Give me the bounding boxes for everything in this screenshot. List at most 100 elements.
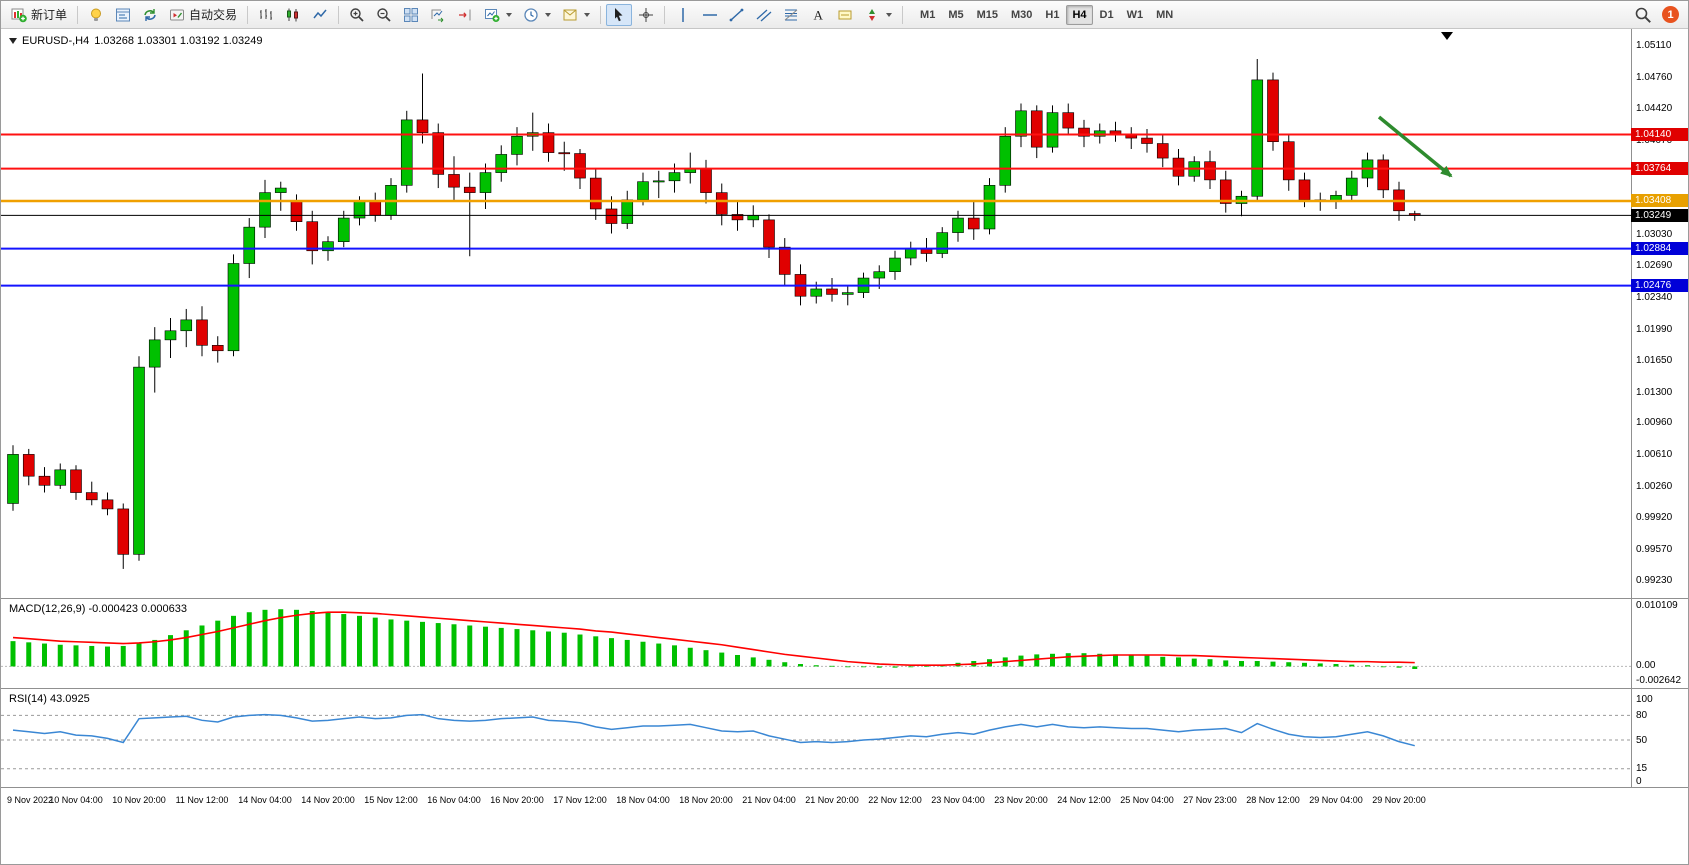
cursor-button[interactable] xyxy=(606,3,633,26)
auto-trading-button[interactable]: 自动交易 xyxy=(164,4,242,26)
separator xyxy=(600,5,602,24)
rsi-chart-canvas[interactable] xyxy=(1,689,1631,787)
time-axis-label: 23 Nov 20:00 xyxy=(994,795,1048,805)
zoom-out-icon xyxy=(377,7,391,22)
notification-badge[interactable]: 1 xyxy=(1662,6,1679,23)
price-tag: 1.03764 xyxy=(1631,162,1688,176)
rsi-axis-label: 80 xyxy=(1636,709,1648,721)
zoom-in-button[interactable] xyxy=(344,4,370,26)
svg-text:A: A xyxy=(814,7,824,22)
time-axis-label: 16 Nov 20:00 xyxy=(490,795,544,805)
macd-indicator-panel[interactable]: MACD(12,26,9) -0.000423 0.000633 0.01010… xyxy=(1,598,1688,688)
metaeditor-button[interactable] xyxy=(83,4,109,26)
metaeditor-icon xyxy=(91,8,102,21)
channel-button[interactable] xyxy=(751,4,777,26)
separator xyxy=(902,5,904,24)
auto-scroll-button[interactable] xyxy=(425,4,451,26)
market-watch-icon xyxy=(116,8,131,21)
navigator-icon xyxy=(144,8,156,21)
line-chart-icon xyxy=(313,9,327,18)
profiles-button[interactable] xyxy=(518,4,556,26)
horizontal-line-icon xyxy=(703,13,718,16)
price-axis-label: 1.05110 xyxy=(1636,40,1672,52)
macd-axis-label: 0.00 xyxy=(1636,660,1656,672)
vertical-line-button[interactable] xyxy=(670,4,696,26)
timeframe-M15[interactable]: M15 xyxy=(976,8,998,21)
rsi-axis-label: 15 xyxy=(1636,763,1648,775)
macd-label: MACD(12,26,9) -0.000423 0.000633 xyxy=(9,603,187,615)
price-tag: 1.02476 xyxy=(1631,279,1688,293)
timeframe-H1[interactable]: H1 xyxy=(1045,8,1060,21)
line-chart-button[interactable] xyxy=(307,4,333,26)
auto-trading-label: 自动交易 xyxy=(189,8,238,22)
text-label-button[interactable] xyxy=(832,4,858,26)
timeframe-H4[interactable]: H4 xyxy=(1066,4,1093,25)
candles-chart-button[interactable] xyxy=(280,4,306,26)
rsi-axis-label: 100 xyxy=(1636,693,1653,705)
templates-icon xyxy=(563,9,577,20)
market-watch-button[interactable] xyxy=(110,4,136,26)
trendline-icon xyxy=(729,8,744,21)
text-button[interactable]: A xyxy=(805,4,831,26)
chevron-down-icon xyxy=(584,12,591,17)
search-icon[interactable] xyxy=(1634,6,1652,24)
timeframe-M30[interactable]: M30 xyxy=(1011,8,1033,21)
time-axis-label: 21 Nov 04:00 xyxy=(742,795,796,805)
time-axis-label: 10 Nov 04:00 xyxy=(49,795,103,805)
price-axis-label: 1.00610 xyxy=(1636,449,1673,461)
timeframe-MN[interactable]: MN xyxy=(1156,8,1174,21)
new-order-icon xyxy=(11,8,27,22)
chart-shift-button[interactable] xyxy=(452,4,478,26)
timeframe-M5[interactable]: M5 xyxy=(948,8,964,21)
new-order-button[interactable]: 新订单 xyxy=(6,4,72,26)
chart-title: EURUSD-,H4 1.03268 1.03301 1.03192 1.032… xyxy=(9,35,262,47)
auto-trading-icon xyxy=(170,9,185,20)
time-axis[interactable]: 9 Nov 2022 10 Nov 04:00 10 Nov 20:00 11 Nov… xyxy=(1,787,1688,817)
separator xyxy=(664,5,666,24)
crosshair-icon xyxy=(639,7,654,22)
bars-chart-button[interactable] xyxy=(253,4,279,26)
price-chart-panel[interactable]: EURUSD-,H4 1.03268 1.03301 1.03192 1.032… xyxy=(1,29,1688,598)
zoom-out-button[interactable] xyxy=(371,4,397,26)
rsi-indicator-panel[interactable]: RSI(14) 43.0925 100 80 50 15 0 xyxy=(1,688,1688,787)
axis-separator-line xyxy=(1631,29,1632,787)
macd-chart-canvas[interactable] xyxy=(1,599,1631,688)
templates-button[interactable] xyxy=(557,4,595,26)
time-axis-label: 10 Nov 20:00 xyxy=(112,795,166,805)
collapse-triangle-icon[interactable] xyxy=(9,38,17,44)
price-tag: 1.04140 xyxy=(1631,127,1688,141)
candlestick-chart-canvas[interactable] xyxy=(1,29,1631,598)
price-axis-label: 1.03030 xyxy=(1636,229,1673,241)
navigator-button[interactable] xyxy=(137,4,163,26)
time-axis-label: 25 Nov 04:00 xyxy=(1120,795,1174,805)
chart-ohlc-values: 1.03268 1.03301 1.03192 1.03249 xyxy=(94,35,263,47)
price-tag: 1.02884 xyxy=(1631,242,1688,256)
price-axis-label: 1.02340 xyxy=(1636,292,1673,304)
chart-symbol-period: EURUSD-,H4 xyxy=(22,35,90,47)
crosshair-button[interactable] xyxy=(633,4,659,26)
toolbar: 新订单 自动交易 A M1 M5 M15 M xyxy=(1,1,1688,29)
time-axis-label: 22 Nov 12:00 xyxy=(868,795,922,805)
fibonacci-button[interactable] xyxy=(778,4,804,26)
price-tag: 1.03249 xyxy=(1631,208,1688,222)
rsi-axis-label: 0 xyxy=(1636,775,1642,787)
rsi-axis[interactable]: 100 80 50 15 0 xyxy=(1631,689,1688,787)
chart-window: EURUSD-,H4 1.03268 1.03301 1.03192 1.032… xyxy=(1,29,1688,864)
timeframe-M1[interactable]: M1 xyxy=(920,8,936,21)
tile-windows-button[interactable] xyxy=(398,4,424,26)
horizontal-line-button[interactable] xyxy=(697,4,723,26)
auto-scroll-icon xyxy=(431,9,444,22)
arrows-tool-button[interactable] xyxy=(859,4,897,26)
price-axis[interactable]: 1.051101.047601.044201.040701.037201.033… xyxy=(1631,29,1688,598)
macd-axis[interactable]: 0.010109 0.00 -0.002642 xyxy=(1631,599,1688,688)
new-chart-button[interactable] xyxy=(479,4,517,26)
timeframe-W1[interactable]: W1 xyxy=(1126,8,1144,21)
macd-axis-label: 0.010109 xyxy=(1636,600,1678,611)
trendline-button[interactable] xyxy=(724,4,750,26)
separator xyxy=(247,5,249,24)
time-axis-label: 11 Nov 12:00 xyxy=(175,795,229,805)
candles-chart-icon xyxy=(287,8,299,21)
timeframe-D1[interactable]: D1 xyxy=(1099,8,1114,21)
chart-shift-icon xyxy=(459,9,471,20)
